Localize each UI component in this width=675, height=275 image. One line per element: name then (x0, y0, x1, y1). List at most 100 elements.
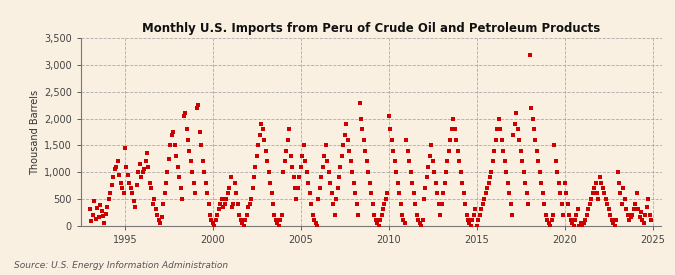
Point (173, 175, 184, 180)
Point (213, 207, 224, 212)
Point (521, 191, 532, 196)
Point (124, 181, 135, 185)
Point (340, 133, 350, 137)
Point (612, 170, 623, 174)
Point (479, 197, 489, 201)
Point (286, 154, 296, 158)
Point (277, 213, 288, 217)
Point (291, 197, 302, 201)
Point (364, 181, 375, 185)
Point (252, 154, 263, 158)
Point (167, 133, 178, 137)
Point (417, 218, 428, 222)
Point (212, 213, 223, 217)
Point (215, 202, 225, 206)
Point (209, 223, 220, 228)
Point (197, 159, 208, 164)
Point (570, 218, 580, 222)
Point (458, 191, 469, 196)
Point (398, 218, 409, 222)
Point (312, 223, 323, 228)
Point (511, 111, 522, 116)
Point (186, 159, 196, 164)
Point (624, 218, 634, 222)
Point (346, 159, 356, 164)
Point (219, 202, 230, 206)
Point (347, 170, 358, 174)
Point (402, 148, 413, 153)
Point (203, 202, 214, 206)
Point (341, 122, 352, 126)
Point (564, 213, 574, 217)
Point (236, 218, 246, 222)
Point (142, 151, 153, 156)
Point (101, 211, 111, 216)
Point (455, 170, 466, 174)
Point (198, 170, 209, 174)
Point (643, 197, 653, 201)
Point (376, 213, 387, 217)
Point (486, 170, 497, 174)
Point (510, 122, 520, 126)
Point (637, 218, 648, 222)
Point (329, 213, 340, 217)
Point (278, 170, 289, 174)
Point (461, 213, 472, 217)
Point (133, 170, 144, 174)
Point (246, 197, 256, 201)
Point (163, 156, 174, 161)
Point (363, 170, 374, 174)
Point (259, 138, 269, 142)
Point (609, 223, 620, 228)
Point (366, 191, 377, 196)
Point (420, 186, 431, 190)
Point (319, 154, 329, 158)
Point (292, 186, 303, 190)
Point (437, 191, 448, 196)
Point (443, 148, 454, 153)
Point (172, 164, 183, 169)
Point (127, 191, 138, 196)
Point (397, 213, 408, 217)
Point (146, 186, 157, 190)
Point (247, 186, 258, 190)
Point (379, 202, 390, 206)
Point (369, 213, 379, 217)
Point (630, 202, 641, 206)
Point (232, 202, 243, 206)
Point (427, 159, 438, 164)
Point (165, 143, 176, 148)
Point (640, 213, 651, 217)
Point (296, 164, 306, 169)
Point (237, 221, 248, 225)
Point (211, 218, 221, 222)
Point (483, 181, 494, 185)
Point (464, 221, 475, 225)
Point (581, 213, 592, 217)
Point (432, 191, 443, 196)
Point (467, 218, 478, 222)
Point (223, 186, 234, 190)
Point (225, 175, 236, 180)
Point (520, 181, 531, 185)
Point (618, 186, 629, 190)
Point (462, 218, 473, 222)
Point (583, 207, 593, 212)
Point (426, 143, 437, 148)
Point (162, 170, 173, 174)
Point (574, 223, 585, 228)
Point (275, 218, 286, 222)
Point (471, 223, 482, 228)
Title: Monthly U.S. Imports from Peru of Crude Oil and Petroleum Products: Monthly U.S. Imports from Peru of Crude … (142, 21, 600, 35)
Point (413, 218, 424, 222)
Point (180, 111, 190, 116)
Point (558, 213, 569, 217)
Point (375, 218, 385, 222)
Point (416, 223, 427, 228)
Point (356, 116, 367, 121)
Point (315, 186, 325, 190)
Point (492, 127, 503, 131)
Point (206, 218, 217, 222)
Point (406, 170, 416, 174)
Point (429, 170, 439, 174)
